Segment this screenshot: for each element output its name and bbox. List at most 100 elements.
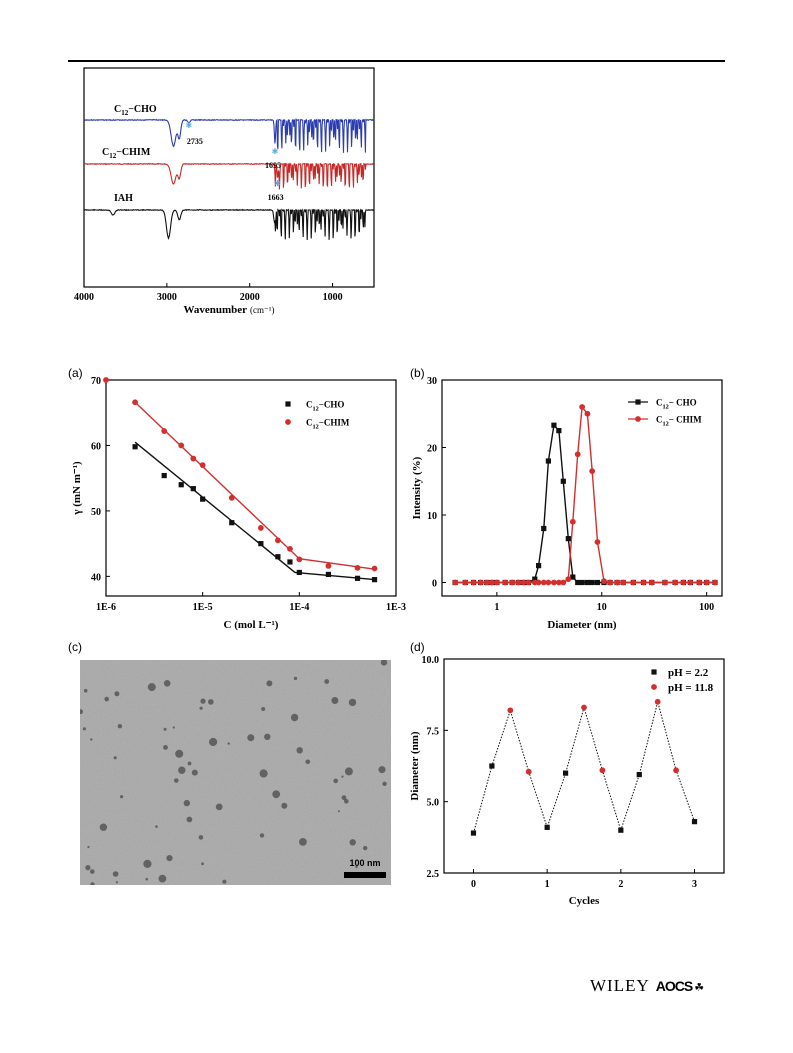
- legend-marker: [285, 401, 291, 407]
- ir-x-axis-label: Wavenumber (cm⁻¹): [183, 304, 274, 316]
- b-data-point: [630, 579, 637, 586]
- tem-particle: [83, 688, 88, 693]
- b-data-point: [560, 478, 566, 484]
- society-name: AOCS: [655, 978, 693, 994]
- tem-particle: [183, 799, 190, 807]
- a-legend-label: C12−CHO: [306, 400, 344, 413]
- tem-particle: [187, 761, 192, 766]
- b-data-point: [672, 579, 678, 586]
- d-y-tick-label: 10.0: [422, 655, 440, 666]
- header-rule: [68, 60, 725, 62]
- a-data-point: [296, 556, 303, 563]
- panel-label-b: (b): [410, 366, 425, 380]
- tem-particle: [117, 724, 123, 729]
- ir-label-iah: IAH: [114, 193, 133, 204]
- b-data-point: [532, 576, 538, 582]
- a-data-point: [258, 541, 264, 547]
- ir-trace-iah: [83, 208, 374, 241]
- d-data-point: [599, 767, 606, 774]
- d-y-tick-label: 7.5: [427, 726, 440, 737]
- b-data-point: [555, 579, 562, 586]
- a-data-point: [354, 575, 361, 581]
- a-data-point: [257, 525, 264, 531]
- a-data-point: [228, 494, 235, 501]
- b-data-point: [601, 578, 607, 585]
- ir-x-tick-label: 4000: [74, 292, 94, 303]
- legend-marker: [651, 669, 657, 675]
- tem-particle: [82, 727, 86, 731]
- d-data-point: [489, 763, 495, 769]
- b-data-point: [565, 536, 571, 542]
- legend-marker: [635, 399, 641, 405]
- b-data-point: [687, 579, 694, 586]
- b-legend-label: C12− CHIM: [656, 415, 702, 428]
- tem-particle: [337, 810, 340, 813]
- tem-particle: [264, 733, 271, 740]
- ir-x-tick-label: 2000: [240, 292, 260, 303]
- ir-plot-frame: [83, 67, 375, 288]
- b-data-point: [620, 579, 627, 586]
- tem-particle: [222, 879, 227, 884]
- a-data-point: [161, 428, 168, 434]
- b-data-point: [584, 579, 591, 586]
- b-data-point: [607, 579, 613, 586]
- ir-x-tick-label: 3000: [157, 292, 177, 303]
- a-data-point: [190, 455, 197, 462]
- tem-particle: [349, 839, 356, 846]
- a-data-point: [325, 562, 332, 569]
- b-x-tick-label: 10: [597, 602, 607, 613]
- d-y-tick-label: 5.0: [427, 798, 440, 809]
- d-data-point: [525, 768, 532, 775]
- a-fit-line: [134, 441, 375, 581]
- a-data-point: [296, 569, 302, 576]
- tem-particle: [293, 676, 298, 681]
- tem-particle: [158, 874, 167, 883]
- publisher-logo: WILEY AOCS ☘: [590, 976, 705, 996]
- b-data-point: [483, 579, 490, 586]
- b-data-point: [540, 579, 547, 586]
- b-x-axis-label: Diameter (nm): [547, 619, 616, 631]
- b-data-point: [536, 563, 542, 569]
- ir-peak-marker-icon: ✱: [272, 147, 279, 156]
- a-x-tick-label: 1E-4: [289, 602, 309, 613]
- panel-label-c: (c): [68, 640, 82, 654]
- a-data-point: [103, 377, 109, 383]
- b-legend: C12− CHO C12− CHIM: [628, 398, 702, 428]
- b-data-point: [541, 525, 547, 532]
- d-legend-label: pH = 2.2: [668, 667, 709, 679]
- b-y-axis-label: Intensity (%): [411, 456, 423, 519]
- a-legend-label: C12−CHIM: [306, 418, 350, 431]
- d-x-tick-label: 3: [692, 879, 697, 890]
- tem-particle: [324, 679, 330, 684]
- publisher-name: WILEY: [590, 976, 650, 995]
- tem-particle: [259, 769, 268, 778]
- a-data-point: [178, 442, 185, 449]
- a-x-tick-label: 1E-5: [193, 602, 213, 613]
- tem-particle: [382, 781, 387, 786]
- a-data-point: [190, 486, 196, 492]
- ir-trace-c12-chim: [84, 162, 375, 190]
- tem-particle: [208, 699, 214, 705]
- d-legend: pH = 2.2 pH = 11.8: [651, 667, 714, 694]
- d-data-point: [544, 824, 550, 830]
- tem-particle: [99, 823, 108, 831]
- b-series-line: [455, 423, 715, 584]
- tem-particle: [341, 795, 347, 801]
- b-data-point: [662, 579, 668, 586]
- d-data-point: [562, 770, 569, 776]
- tem-particle: [331, 697, 339, 704]
- a-data-point: [200, 496, 206, 502]
- d-x-axis-label: Cycles: [569, 895, 600, 907]
- b-data-point: [525, 579, 532, 586]
- d-data-point: [618, 827, 624, 833]
- a-y-tick-label: 50: [91, 507, 101, 518]
- tem-particle: [112, 871, 119, 877]
- b-data-point: [569, 518, 576, 525]
- d-data-point: [581, 704, 587, 711]
- cycle-diameter-chart: 0 1 2 3 2.5 5.0 7.5 10.0 Cycles Diameter (nm) pH =…: [410, 655, 725, 907]
- tem-particle: [305, 759, 311, 765]
- tem-particle: [85, 865, 91, 871]
- ir-peak-marker-icon: ✱: [274, 179, 281, 188]
- d-x-tick-label: 1: [545, 879, 550, 890]
- b-data-point: [574, 451, 581, 458]
